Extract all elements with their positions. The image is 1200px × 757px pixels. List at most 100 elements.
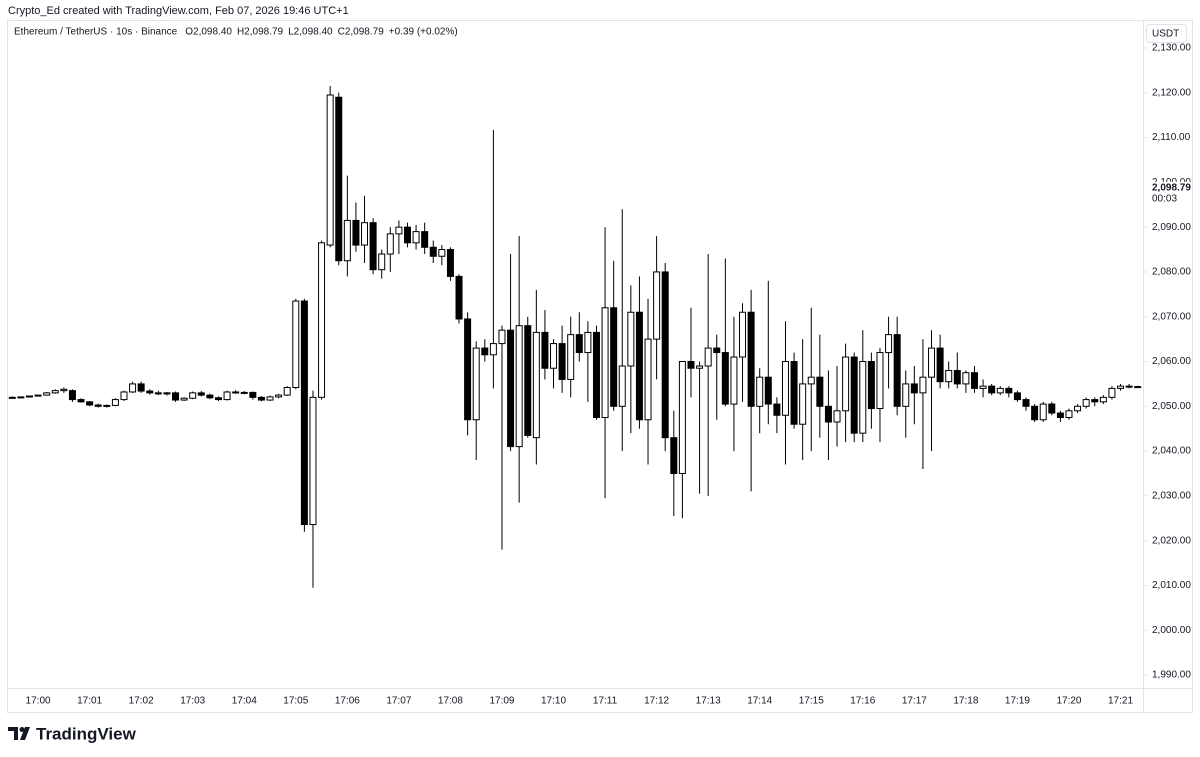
candle-body xyxy=(266,396,274,401)
candle-body xyxy=(51,390,59,394)
y-tick-label: 2,020.00 xyxy=(1152,535,1191,546)
x-tick-label: 17:14 xyxy=(747,696,772,707)
x-tick-label: 17:10 xyxy=(541,696,566,707)
candle-body xyxy=(550,343,558,369)
legend-symbol: Ethereum / TetherUS · 10s · Binance xyxy=(14,27,178,38)
y-tick-label: 2,000.00 xyxy=(1152,625,1191,636)
chart-frame xyxy=(7,20,1193,713)
candle-body xyxy=(214,397,222,401)
candle-body xyxy=(326,94,334,246)
candle-body xyxy=(283,386,291,396)
candle-body xyxy=(928,347,936,378)
candle-body xyxy=(756,376,764,407)
candle-body xyxy=(696,365,704,369)
candle-body xyxy=(730,356,738,405)
candle-body xyxy=(996,387,1004,394)
candle-body xyxy=(781,361,789,416)
y-tick-label: 2,070.00 xyxy=(1152,311,1191,322)
candle-body xyxy=(953,369,961,385)
x-tick-label: 17:13 xyxy=(696,696,721,707)
candle-body xyxy=(876,352,884,410)
candle-body xyxy=(567,334,575,380)
y-tick-label: 2,050.00 xyxy=(1152,401,1191,412)
currency-label[interactable]: USDT xyxy=(1152,29,1179,40)
candle-body xyxy=(129,383,137,393)
candle-body xyxy=(361,222,369,246)
candle-body xyxy=(455,275,463,320)
candle-body xyxy=(249,391,257,398)
y-tick-label: 2,110.00 xyxy=(1152,132,1191,143)
x-tick-label: 17:20 xyxy=(1056,696,1081,707)
candle-body xyxy=(807,376,815,385)
candle-body xyxy=(257,396,265,401)
candle-body xyxy=(197,392,205,396)
candle-body xyxy=(292,300,300,388)
candle-body xyxy=(962,372,970,385)
x-tick-label: 17:17 xyxy=(902,696,927,707)
candle-body xyxy=(850,356,858,434)
candle-body xyxy=(902,383,910,407)
axes: 1,990.00 2,000.00 2,010.00 2,020.00 2,030.00… xyxy=(26,43,1192,707)
candle-body xyxy=(764,376,772,405)
candle-body xyxy=(438,249,446,257)
candle-body xyxy=(352,219,360,246)
logo-text[interactable]: TradingView xyxy=(36,724,137,743)
x-tick-label: 17:16 xyxy=(850,696,875,707)
y-tick-label: 2,060.00 xyxy=(1152,356,1191,367)
legend-low: L2,098.40 xyxy=(288,27,333,38)
candle-body xyxy=(189,392,197,399)
candle-body xyxy=(635,311,643,421)
x-tick-label: 17:07 xyxy=(386,696,411,707)
x-tick-label: 17:19 xyxy=(1005,696,1030,707)
candle-body xyxy=(275,394,283,398)
logo[interactable]: TradingView xyxy=(8,724,137,743)
currency-box[interactable] xyxy=(1146,24,1187,43)
candle-body xyxy=(859,361,867,434)
candle-body xyxy=(1074,405,1082,412)
candle-body xyxy=(309,396,317,526)
candle-body xyxy=(704,347,712,367)
candle-body xyxy=(584,331,592,354)
watermark: Crypto_Ed created with TradingView.com, … xyxy=(8,5,349,17)
candle-body xyxy=(1091,399,1099,403)
x-tick-label: 17:06 xyxy=(335,696,360,707)
candle-body xyxy=(343,219,351,262)
x-tick-label: 17:05 xyxy=(283,696,308,707)
logo-mark[interactable] xyxy=(8,727,30,740)
candle-body xyxy=(1082,399,1090,407)
y-tick-label: 2,030.00 xyxy=(1152,491,1191,502)
candle-body xyxy=(713,347,721,354)
candle-body xyxy=(68,390,76,401)
candle-body xyxy=(489,343,497,356)
candle-body xyxy=(137,383,145,392)
x-tick-label: 17:15 xyxy=(799,696,824,707)
x-tick-label: 17:08 xyxy=(438,696,463,707)
candle-body xyxy=(816,376,824,407)
candle-body xyxy=(34,394,42,397)
candle-body xyxy=(429,246,437,257)
x-tick-label: 17:21 xyxy=(1108,696,1133,707)
candle-body xyxy=(472,347,480,421)
candle-body xyxy=(94,404,102,407)
x-tick-label: 17:04 xyxy=(232,696,257,707)
candle-body xyxy=(498,329,506,345)
candle-body xyxy=(885,334,893,354)
candle-body xyxy=(773,403,781,416)
logo-dot[interactable] xyxy=(19,727,25,732)
candle-body xyxy=(575,334,583,354)
candle-body xyxy=(163,392,171,395)
candle-body xyxy=(739,311,747,358)
candle-body xyxy=(687,361,695,369)
legend-close: C2,098.79 xyxy=(338,27,385,38)
candle-body xyxy=(618,365,626,407)
candle-body xyxy=(206,394,214,399)
candle-body xyxy=(1125,385,1133,388)
candle-body xyxy=(369,222,377,271)
candle-body xyxy=(653,271,661,340)
x-tick-label: 17:03 xyxy=(180,696,205,707)
candle-body xyxy=(1056,412,1064,419)
candle-body xyxy=(1005,387,1013,394)
x-tick-label: 17:09 xyxy=(489,696,514,707)
y-tick-label: 2,040.00 xyxy=(1152,446,1191,457)
candle-body xyxy=(919,376,927,394)
